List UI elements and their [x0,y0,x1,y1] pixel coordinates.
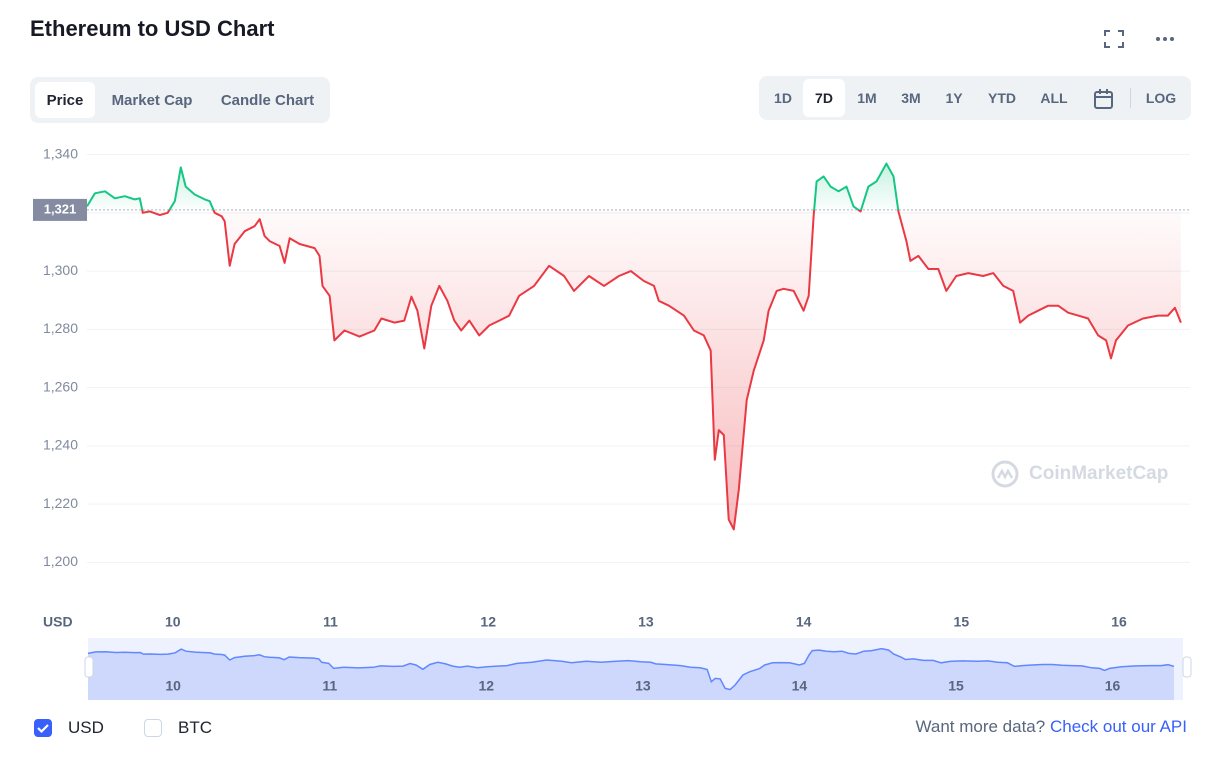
price-line [86,162,1182,531]
navigator-area [88,648,1174,700]
separator [1130,88,1131,108]
legend: USD BTC [34,718,334,740]
y-tick-label: 1,220 [43,495,78,511]
range-button[interactable]: 1Y [945,90,963,106]
y-tick-label: 1,200 [43,553,78,569]
x-tick-label: 11 [323,614,338,630]
range-group: LOG 1D 7D 1M 3M 1Y YTD ALL [759,76,1191,120]
area [87,163,1181,530]
y-tick-label: 1,280 [43,320,78,336]
calendar-icon[interactable] [1093,88,1115,110]
navigator-tick-label: 16 [1105,678,1121,694]
y-tick-label: 1,260 [43,378,78,394]
fullscreen-icon[interactable] [1103,29,1125,49]
tab-button[interactable]: Market Cap [111,91,193,109]
legend-label: USD [68,718,104,737]
y-tick-label: 1,340 [43,145,78,161]
x-tick-label: 13 [638,614,654,630]
navigator-handle[interactable] [84,656,94,678]
range-button[interactable]: 3M [901,90,921,106]
watermark-text: CoinMarketCap [1029,463,1168,484]
range-button[interactable]: 1M [857,90,877,106]
tab-button[interactable]: Price [35,82,95,118]
x-tick-label: 14 [796,614,812,630]
x-tick-label: 12 [480,614,496,630]
tab-button[interactable]: Candle Chart [220,91,315,109]
tab-group: Price Market Cap Candle Chart [30,77,330,123]
footer-text: Want more data? [915,717,1046,736]
chart-title: Ethereum to USD Chart [30,16,275,41]
navigator-tick-label: 12 [479,678,495,694]
legend-label: BTC [178,718,212,737]
range-button[interactable]: 7D [803,79,845,117]
log-button[interactable]: LOG [1145,90,1177,106]
y-tick-label: 1,240 [43,437,78,453]
x-tick-label: 15 [954,614,970,630]
navigator-line [87,647,1175,691]
navigator-tick-label: 13 [635,678,651,694]
range-button[interactable]: ALL [1040,90,1068,106]
more-icon[interactable] [1153,30,1177,48]
navigator-tick-label: 14 [792,678,808,694]
y-axis-unit: USD [43,614,73,630]
legend-checkbox[interactable] [144,719,162,737]
y-tick-label: 1,300 [43,262,78,278]
x-tick-label: 10 [165,614,181,630]
navigator-tick-label: 15 [948,678,964,694]
reference-label: 1,321 [44,201,77,216]
legend-checkbox[interactable] [34,719,52,737]
check-mark [37,724,49,734]
range-button[interactable]: YTD [988,90,1016,106]
navigator-tick-label: 11 [322,678,337,694]
navigator-tick-label: 10 [165,678,181,694]
navigator-handle[interactable] [1182,656,1192,678]
footer-link[interactable]: Check out our API [1049,717,1187,736]
footer: Want more data? Check out our API [915,717,1187,737]
x-tick-label: 16 [1111,614,1127,630]
range-button[interactable]: 1D [774,90,792,106]
watermark: CoinMarketCap [991,460,1168,488]
chart: CoinMarketCap USD 1,200 1,220 1,240 1,260 1,… [33,145,1192,700]
reference-label-bg [33,198,87,221]
